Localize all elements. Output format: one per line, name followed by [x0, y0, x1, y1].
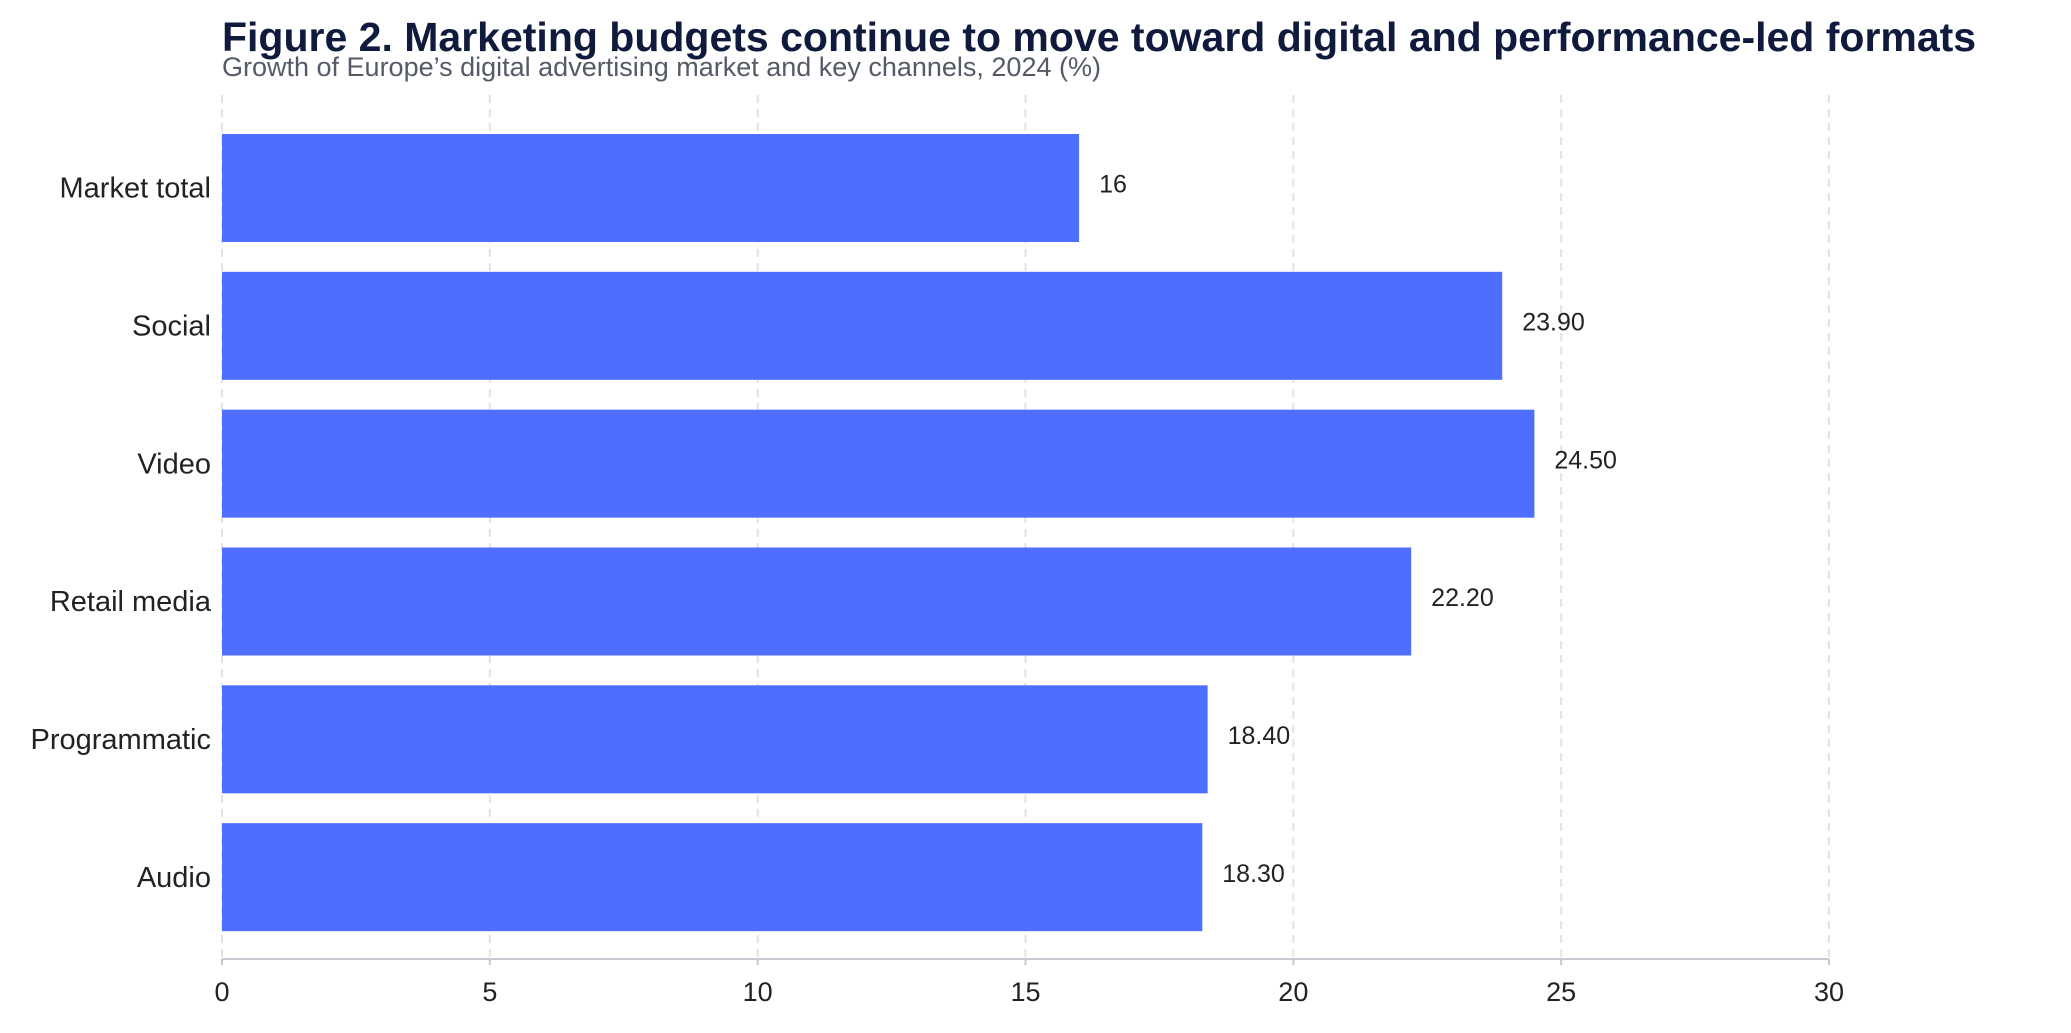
bar	[222, 547, 1412, 656]
bar	[222, 823, 1203, 932]
value-label: 24.50	[1554, 446, 1617, 474]
x-tick-label: 15	[1010, 977, 1040, 1007]
value-label: 18.40	[1228, 722, 1291, 750]
chart-subtitle: Growth of Europe’s digital advertising m…	[222, 52, 1101, 82]
y-tick-label: Market total	[60, 173, 212, 205]
y-tick-label: Programmatic	[31, 724, 212, 756]
chart-title: Figure 2. Marketing budgets continue to …	[222, 14, 1976, 60]
bar	[222, 134, 1080, 242]
x-tick-label: 5	[482, 977, 497, 1007]
x-tick-label: 0	[214, 977, 229, 1007]
value-label: 16	[1099, 171, 1127, 199]
bar	[222, 685, 1208, 794]
x-tick-label: 25	[1546, 977, 1576, 1007]
y-tick-label: Audio	[137, 862, 211, 894]
value-label: 23.90	[1522, 308, 1585, 336]
x-tick-label: 20	[1278, 977, 1308, 1007]
bar	[222, 271, 1503, 380]
value-label: 18.30	[1222, 860, 1285, 888]
value-label: 22.20	[1431, 584, 1494, 612]
x-tick-label: 30	[1814, 977, 1844, 1007]
y-tick-label: Retail media	[50, 586, 212, 618]
y-tick-label: Video	[137, 448, 211, 480]
bar	[222, 409, 1535, 518]
y-tick-label: Social	[132, 310, 211, 342]
x-tick-label: 10	[743, 977, 773, 1007]
